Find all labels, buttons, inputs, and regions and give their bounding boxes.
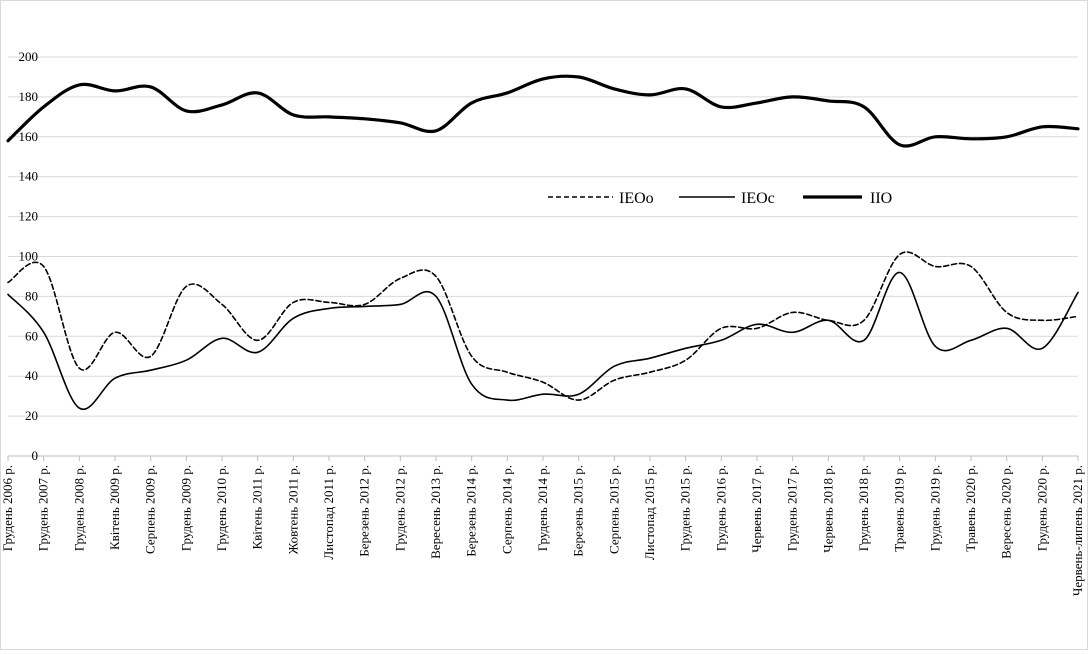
x-tick-label: Березень 2014 р.	[464, 465, 479, 557]
x-tick-label: Грудень 2008 р.	[71, 465, 86, 551]
x-tick-label: Грудень 2020 р.	[1034, 465, 1049, 551]
x-tick-label: Березень 2015 р.	[571, 465, 586, 557]
y-tick-label: 180	[19, 89, 39, 104]
x-tick-label: Грудень 2016 р.	[713, 465, 728, 551]
y-tick-labels: 0 20 40 60 80 100 120 140 160 180 200	[19, 49, 39, 463]
x-tick-label: Травень 2020 р.	[963, 465, 978, 552]
y-tick-label: 20	[25, 408, 38, 423]
gridlines	[8, 56, 1078, 417]
y-tick-label: 200	[19, 49, 39, 64]
legend-label-iio: IIO	[870, 190, 892, 207]
axes	[7, 455, 1079, 461]
y-tick-label: 60	[25, 328, 38, 343]
x-tick-label: Квітень 2009 р.	[107, 465, 122, 550]
x-tick-label: Листопад 2015 р.	[642, 465, 657, 560]
x-tick-label: Грудень 2007 р.	[36, 465, 51, 551]
x-tick-label: Серпень 2014 р.	[499, 465, 514, 554]
x-tick-label: Грудень 2006 р.	[1, 465, 15, 551]
legend-label-ieoc: IEOc	[741, 190, 775, 207]
series-line-ieoo	[7, 251, 1079, 401]
series-line-ieoc	[7, 271, 1079, 411]
y-tick-label: 140	[19, 169, 39, 184]
y-tick-label: 160	[19, 129, 39, 144]
legend-label-ieoo: IEOo	[619, 190, 654, 207]
x-tick-label: Вересень 2013 р.	[428, 465, 443, 559]
x-tick-label: Червень-липень 2021 р.	[1070, 465, 1085, 596]
legend: IEOo IEOc IIO	[539, 179, 924, 215]
x-tick-label: Березень 2012 р.	[357, 465, 372, 557]
x-tick-label: Травень 2019 р.	[892, 465, 907, 552]
x-tick-label: Грудень 2009 р.	[178, 465, 193, 551]
series-lines	[6, 74, 1080, 411]
x-tick-label: Червень 2018 р.	[820, 465, 835, 553]
x-tick-label: Грудень 2012 р.	[392, 465, 407, 551]
x-tick-label: Червень 2017 р.	[749, 465, 764, 553]
y-tick-label: 100	[19, 249, 39, 264]
y-tick-label: 0	[32, 448, 39, 463]
x-tick-labels: Грудень 2006 р. Грудень 2007 р. Грудень 20…	[0, 465, 1085, 596]
x-tick-label: Листопад 2011 р.	[321, 465, 336, 560]
y-tick-label: 120	[19, 209, 39, 224]
x-tick-label: Серпень 2015 р.	[606, 465, 621, 554]
x-tick-label: Вересень 2020 р.	[999, 465, 1014, 559]
x-tick-label: Грудень 2018 р.	[856, 465, 871, 551]
y-tick-label: 80	[25, 288, 38, 303]
x-tick-label: Серпень 2009 р.	[143, 465, 158, 554]
x-tick-label: Грудень 2014 р.	[535, 465, 550, 551]
x-tick-label: Грудень 2015 р.	[678, 465, 693, 551]
x-tick-label: Жовтень 2011 р.	[285, 465, 300, 554]
x-tick-label: Грудень 2010 р.	[214, 465, 229, 551]
x-tick-label: Грудень 2017 р.	[785, 465, 800, 551]
y-tick-label: 40	[25, 368, 38, 383]
x-tick-label: Квітень 2011 р.	[250, 465, 265, 550]
series-line-iio	[6, 74, 1080, 148]
x-tick-label: Грудень 2019 р.	[927, 465, 942, 551]
